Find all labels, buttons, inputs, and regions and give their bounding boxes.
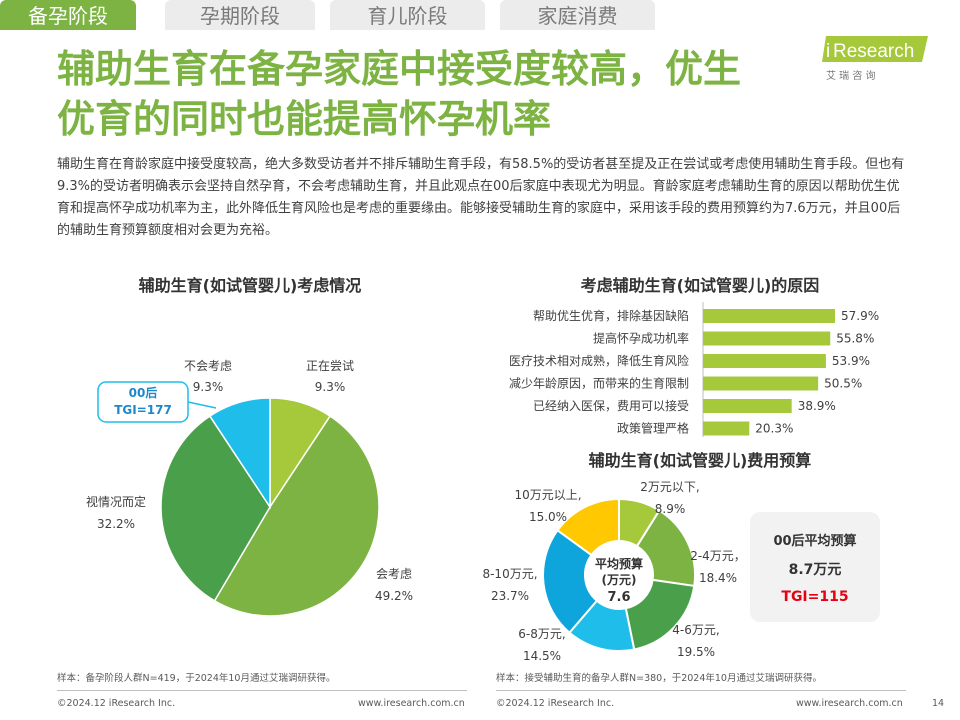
donut-label-8to10: 8-10万元, bbox=[482, 567, 537, 581]
tab-parenting[interactable]: 育儿阶段 bbox=[330, 0, 485, 30]
bar-category-label: 已经纳入医保，费用可以接受 bbox=[533, 398, 689, 413]
bar-category-label: 帮助优生优育，排除基因缺陷 bbox=[533, 308, 689, 323]
bar-chart-title: 考虑辅助生育(如试管婴儿)的原因 bbox=[580, 276, 820, 295]
donut-center-line2: (万元) bbox=[602, 573, 637, 587]
budget-box-line2: 8.7万元 bbox=[788, 562, 842, 578]
donut-value-2to4: 18.4% bbox=[699, 571, 737, 585]
right-url[interactable]: www.iresearch.com.cn bbox=[796, 698, 903, 709]
pie-chart-title: 辅助生育(如试管婴儿)考虑情况 bbox=[138, 276, 362, 295]
tgi-callout: 00后 TGI=177 bbox=[97, 381, 217, 423]
donut-labels: 2万元以下, 8.9% 2-4万元， 18.4% 4-6万元, 19.5% 6-… bbox=[482, 480, 745, 663]
logo-sub: 艾 瑞 咨 询 bbox=[826, 69, 876, 82]
pie-label-will-consider: 会考虑 bbox=[376, 567, 412, 581]
pie-value-will-consider: 49.2% bbox=[375, 589, 413, 603]
donut-center-line1: 平均预算 bbox=[595, 556, 643, 571]
bar-3 bbox=[703, 376, 819, 391]
stage-tabs: 备孕阶段 孕期阶段 育儿阶段 家庭消费 bbox=[0, 0, 960, 30]
left-url[interactable]: www.iresearch.com.cn bbox=[358, 698, 465, 709]
logo-research: Research bbox=[833, 41, 914, 62]
donut-hole bbox=[585, 541, 653, 609]
gen00-budget-box: 00后平均预算 8.7万元 TGI=115 bbox=[750, 512, 880, 622]
donut-center: 平均预算 (万元) 7.6 bbox=[595, 556, 643, 605]
budget-box-line1: 00后平均预算 bbox=[773, 534, 857, 549]
bar-2 bbox=[703, 354, 826, 368]
bar-category-label: 减少年龄原因，而带来的生育限制 bbox=[509, 376, 689, 391]
consideration-pie bbox=[160, 397, 380, 617]
callout-line2: TGI=177 bbox=[114, 403, 172, 417]
page-number: 14 bbox=[932, 698, 945, 709]
donut-value-6to8: 14.5% bbox=[523, 649, 561, 663]
bar-5 bbox=[703, 421, 750, 436]
iresearch-logo: i Research 艾 瑞 咨 询 bbox=[822, 34, 932, 84]
reasons-bar-chart: 帮助优生优育，排除基因缺陷 57.9% 提高怀孕成功机率 55.8% 医疗技术相对成熟，… bbox=[509, 302, 879, 437]
bar-category-label: 政策管理严格 bbox=[617, 421, 689, 436]
tab-pregnancy[interactable]: 孕期阶段 bbox=[165, 0, 315, 30]
bar-value-label: 50.5% bbox=[824, 377, 862, 391]
page-title-line1: 辅助生育在备孕家庭中接受度较高，优生 bbox=[57, 47, 742, 91]
summary-paragraph: 辅助生育在育龄家庭中接受度较高，绝大多数受访者并不排斥辅助生育手段，有58.5%… bbox=[57, 157, 905, 238]
pie-label-trying: 正在尝试 bbox=[306, 358, 354, 373]
bar-value-label: 20.3% bbox=[755, 422, 793, 436]
donut-chart-title: 辅助生育(如试管婴儿)费用预算 bbox=[588, 451, 812, 470]
donut-value-8to10: 23.7% bbox=[491, 589, 529, 603]
donut-label-under2: 2万元以下, bbox=[640, 480, 699, 494]
right-sample-note: 样本：接受辅助生育的备孕人群N=380，于2024年10月通过艾瑞调研获得。 bbox=[496, 673, 822, 684]
callout-line1: 00后 bbox=[129, 385, 158, 400]
pie-value-trying: 9.3% bbox=[315, 380, 346, 394]
donut-label-4to6: 4-6万元, bbox=[672, 623, 719, 637]
tab-pre-pregnancy[interactable]: 备孕阶段 bbox=[0, 0, 136, 30]
pie-labels: 正在尝试 9.3% 会考虑 49.2% 视情况而定 32.2% 不会考虑 9.3… bbox=[86, 358, 413, 603]
donut-value-under2: 8.9% bbox=[655, 502, 686, 516]
page-title: 辅助生育在备孕家庭中接受度较高，优生 优育的同时也能提高怀孕机率 bbox=[57, 44, 857, 144]
pie-slice-1 bbox=[213, 415, 380, 617]
logo-i: i bbox=[826, 41, 830, 62]
pie-value-depends: 32.2% bbox=[97, 517, 135, 531]
donut-value-over10: 15.0% bbox=[529, 510, 567, 524]
left-sample-note: 样本：备孕阶段人群N=419，于2024年10月通过艾瑞调研获得。 bbox=[57, 673, 336, 684]
page-title-line2: 优育的同时也能提高怀孕机率 bbox=[57, 97, 552, 141]
bar-value-label: 38.9% bbox=[798, 399, 836, 413]
donut-label-2to4: 2-4万元， bbox=[690, 549, 746, 563]
pie-label-depends: 视情况而定 bbox=[86, 494, 146, 509]
donut-center-value: 7.6 bbox=[607, 590, 630, 605]
right-footer-rule bbox=[496, 690, 906, 691]
bar-category-label: 医疗技术相对成熟，降低生育风险 bbox=[509, 353, 689, 368]
pie-label-wont-consider: 不会考虑 bbox=[184, 359, 232, 373]
donut-label-6to8: 6-8万元, bbox=[518, 627, 565, 641]
bar-1 bbox=[703, 331, 831, 346]
bar-0 bbox=[703, 309, 836, 323]
budget-donut bbox=[542, 497, 696, 652]
pie-value-wont-consider: 9.3% bbox=[193, 380, 224, 394]
pie-slice-2 bbox=[160, 415, 271, 602]
bar-category-label: 提高怀孕成功机率 bbox=[593, 331, 689, 346]
right-copyright: ©2024.12 iResearch Inc. bbox=[496, 698, 615, 709]
left-footer-rule bbox=[57, 690, 467, 691]
bar-4 bbox=[703, 399, 792, 413]
budget-box-line3: TGI=115 bbox=[781, 589, 849, 605]
logo-mark: i Research 艾 瑞 咨 询 bbox=[822, 36, 928, 82]
bar-value-label: 57.9% bbox=[841, 309, 879, 323]
pie-slice-3 bbox=[208, 397, 271, 510]
bar-value-label: 55.8% bbox=[836, 332, 874, 346]
left-copyright: ©2024.12 iResearch Inc. bbox=[57, 698, 176, 709]
tab-family-consumption[interactable]: 家庭消费 bbox=[500, 0, 655, 30]
donut-value-4to6: 19.5% bbox=[677, 645, 715, 659]
donut-label-over10: 10万元以上, bbox=[514, 488, 581, 502]
bar-value-label: 53.9% bbox=[832, 354, 870, 368]
